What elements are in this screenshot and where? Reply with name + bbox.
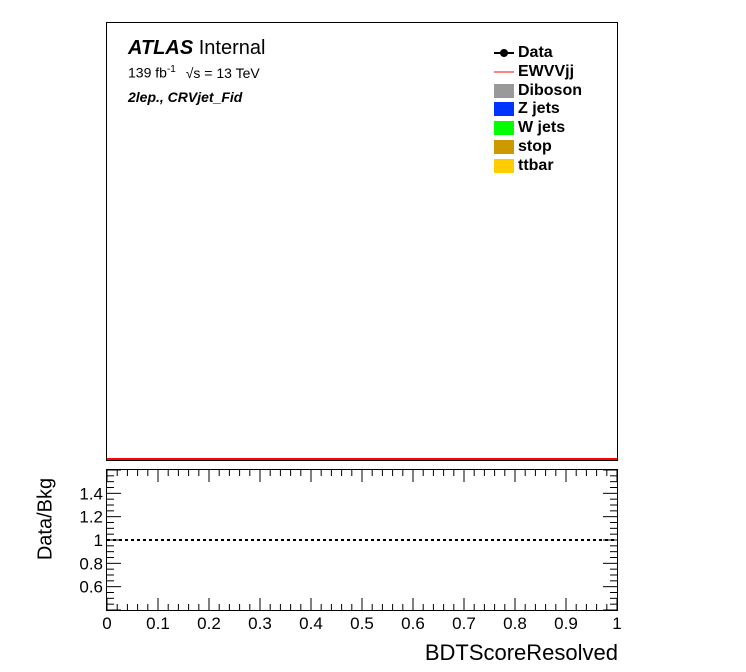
energy-label: √s = 13 TeV	[185, 64, 260, 81]
ratio-y-axis: 0.6 0.8 1 1.2 1.4	[79, 469, 617, 611]
lumi-value: 139 fb	[128, 64, 167, 81]
legend-swatch	[494, 102, 514, 117]
ratio-panel-frame	[106, 469, 618, 611]
x-tick-label: 0.6	[401, 614, 425, 633]
main-panel-frame	[106, 22, 618, 461]
legend-swatch	[494, 65, 514, 79]
x-tick-label: 0.1	[146, 614, 170, 633]
legend-swatch	[494, 46, 514, 60]
legend-label: W jets	[518, 119, 566, 137]
x-tick-label: 0.2	[197, 614, 221, 633]
region-label: 2lep., CRVjet_Fid	[128, 89, 243, 105]
legend-swatch	[494, 158, 514, 173]
y-tick-label: 1	[94, 531, 103, 550]
legend-label: EWVVjj	[518, 62, 575, 80]
legend-label: ttbar	[518, 156, 554, 174]
lumi-exponent: -1	[166, 64, 176, 75]
x-tick-label: 0.8	[503, 614, 527, 633]
atlas-label: ATLAS Internal	[128, 37, 265, 60]
experiment-name: ATLAS	[128, 37, 194, 59]
y-tick-label: 1.4	[79, 484, 103, 503]
y-tick-label: 1.2	[79, 508, 103, 527]
legend-label: Diboson	[518, 81, 582, 99]
y-axis-title: Data/Bkg	[34, 477, 57, 561]
legend-swatch	[494, 83, 514, 98]
legend-label: Data	[518, 44, 553, 61]
ratio-x-axis: 0 0.1 0.2 0.3 0.4 0.5 0.6 0.7 0.8 0.9 1	[102, 470, 622, 633]
status-label: Internal	[198, 37, 266, 59]
x-tick-label: 0.3	[248, 614, 272, 633]
x-tick-label: 0.9	[554, 614, 578, 633]
x-axis-title: BDTScoreResolved	[424, 640, 618, 665]
x-tick-label: 0.4	[299, 614, 323, 633]
x-tick-label: 0	[102, 614, 111, 633]
legend-label: stop	[518, 137, 552, 155]
luminosity-label: 139 fb-1 √s = 13 TeV	[128, 64, 260, 81]
x-tick-label: 0.5	[350, 614, 374, 633]
legend-swatch	[494, 139, 514, 154]
y-tick-label: 0.6	[79, 578, 103, 597]
x-tick-label: 0.7	[452, 614, 476, 633]
x-tick-label: 1	[612, 614, 621, 633]
y-tick-label: 0.8	[79, 554, 103, 573]
legend-swatch	[494, 121, 514, 136]
legend-label: Z jets	[518, 100, 560, 118]
